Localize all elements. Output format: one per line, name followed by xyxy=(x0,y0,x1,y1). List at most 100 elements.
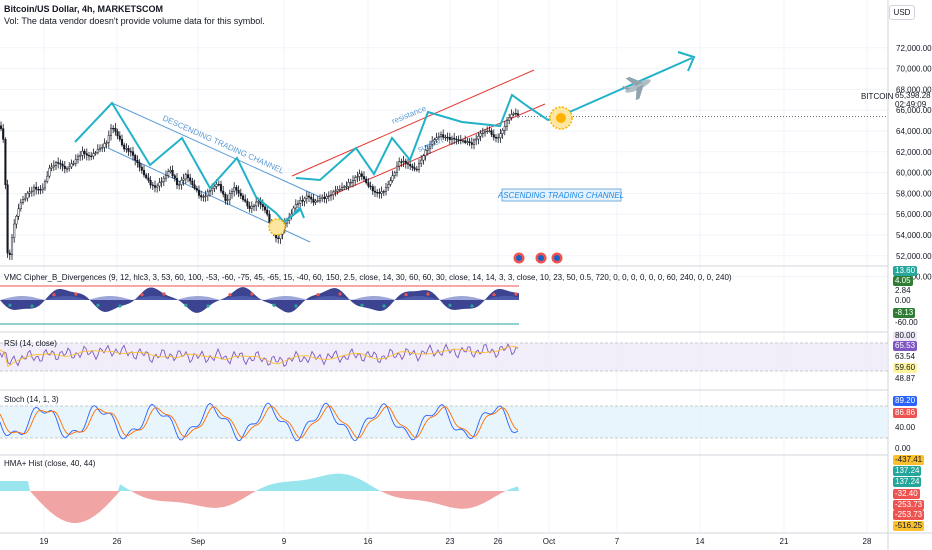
candle-body xyxy=(367,182,370,187)
candle-body xyxy=(468,141,471,143)
candle-body xyxy=(477,135,480,140)
candle-body xyxy=(457,139,460,141)
candle-body xyxy=(178,184,181,186)
rsi-title[interactable]: RSI (14, close) xyxy=(4,339,57,348)
candle-body xyxy=(215,183,218,187)
candle-body xyxy=(4,139,7,186)
candle-body xyxy=(180,180,183,185)
cipher-dot xyxy=(30,304,34,308)
candle-body xyxy=(52,165,55,168)
candle-body xyxy=(263,206,267,211)
candle-body xyxy=(131,151,135,156)
cipher-dot xyxy=(74,292,78,296)
stoch-title[interactable]: Stoch (14, 1, 3) xyxy=(4,395,59,404)
cipher-dot xyxy=(250,292,254,296)
candle-body xyxy=(90,155,93,158)
candle-body xyxy=(211,188,214,191)
time-tick-label: 14 xyxy=(696,537,705,546)
candle-body xyxy=(378,192,381,194)
candle-body xyxy=(164,175,168,179)
cipher-value-label: 0.00 xyxy=(895,296,911,305)
candle-body xyxy=(294,204,297,209)
annotation-markers xyxy=(268,76,651,265)
price-tick-label: 52,000.00 xyxy=(896,252,932,261)
rsi-value-label: 65.53 xyxy=(893,341,918,351)
price-axis[interactable]: 50,000.00 52,000.00 54,000.00 56,000.00 58,0… xyxy=(887,0,932,550)
hma-panel xyxy=(0,454,888,523)
candle-body xyxy=(516,113,520,116)
candle-body xyxy=(134,155,137,161)
price-candles xyxy=(0,108,888,260)
price-tick-label: 54,000.00 xyxy=(896,231,932,240)
time-axis[interactable]: 19 26 Sep 9 16 23 26 Oct 7 14 21 28 xyxy=(0,532,932,546)
candle-body xyxy=(109,127,113,136)
candle-body xyxy=(354,176,357,181)
candle-body xyxy=(189,177,192,182)
candle-body xyxy=(228,193,231,200)
candle-body xyxy=(239,192,242,197)
candle-body xyxy=(325,195,328,199)
candle-body xyxy=(241,195,245,200)
hma-value-label: -32.40 xyxy=(893,489,920,499)
time-tick-label: 19 xyxy=(40,537,49,546)
candle-body xyxy=(140,166,143,171)
cipher-dot xyxy=(338,292,342,296)
candle-body xyxy=(167,171,170,176)
candle-body xyxy=(318,198,322,201)
candle-body xyxy=(191,180,194,186)
hma-value-label: -253.73 xyxy=(893,510,925,520)
candle-body xyxy=(50,166,53,169)
candle-body xyxy=(156,185,159,188)
candle-body xyxy=(360,173,363,177)
candle-body xyxy=(145,174,148,179)
candle-body xyxy=(417,162,421,170)
stoch-d-line xyxy=(0,405,519,439)
candle-body xyxy=(37,189,40,191)
rsi-value-label: 48.87 xyxy=(895,374,916,383)
candle-body xyxy=(321,196,324,199)
ascending-channel-label: ASCENDING TRADING CHANNEL xyxy=(497,191,624,200)
candle-body xyxy=(266,209,269,215)
candle-body xyxy=(257,200,260,203)
currency-selector[interactable]: USD xyxy=(889,5,915,20)
candle-body xyxy=(127,148,130,152)
candle-body xyxy=(512,113,515,115)
candle-body xyxy=(400,161,403,163)
candle-body xyxy=(312,198,315,203)
cipher-dot xyxy=(492,293,496,297)
hma-title[interactable]: HMA+ Hist (close, 40, 44) xyxy=(4,459,96,468)
candle-body xyxy=(32,186,36,192)
cipher-title[interactable]: VMC Cipher_B_Divergences (9, 12, hlc3, 3… xyxy=(4,273,732,282)
candle-body xyxy=(389,180,392,185)
candle-body xyxy=(138,162,141,168)
hma-positive xyxy=(0,473,519,491)
candle-body xyxy=(173,175,176,179)
cipher-dot xyxy=(514,292,518,296)
candle-body xyxy=(112,127,115,130)
cipher-value-label: 2.84 xyxy=(895,286,911,295)
candle-body xyxy=(481,132,484,134)
candle-body xyxy=(217,183,220,186)
candle-body xyxy=(46,175,49,182)
candle-body xyxy=(415,168,418,171)
candle-body xyxy=(499,133,502,138)
cipher-dot xyxy=(316,293,320,297)
candle-body xyxy=(329,194,333,196)
candle-body xyxy=(479,133,482,137)
resistance-label: resistance xyxy=(390,104,428,126)
candle-body xyxy=(244,199,247,202)
candle-body xyxy=(466,141,469,143)
candle-body xyxy=(365,178,368,183)
candle-body xyxy=(501,130,504,134)
cipher-value-label: 4.05 xyxy=(893,276,913,286)
candle-body xyxy=(35,186,38,190)
candle-body xyxy=(105,142,108,144)
candle-body xyxy=(384,187,388,192)
candle-body xyxy=(393,172,396,176)
candle-body xyxy=(323,196,326,199)
price-tick-label: 50,000.00 xyxy=(896,273,932,282)
price-tick-label: 58,000.00 xyxy=(896,189,932,198)
cipher-dot xyxy=(448,303,452,307)
candle-body xyxy=(252,205,256,207)
